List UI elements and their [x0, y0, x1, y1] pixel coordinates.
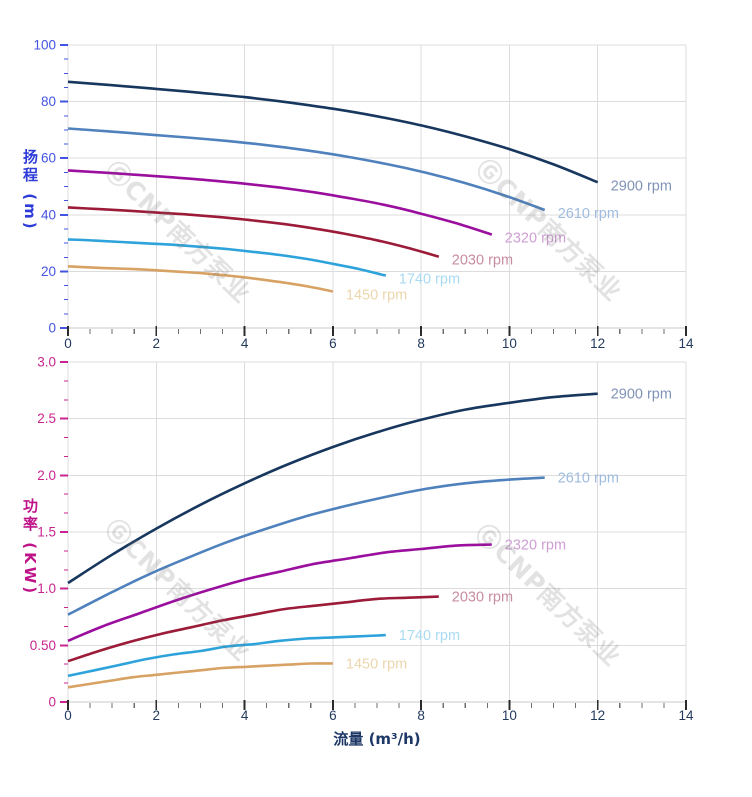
power-x-tick-label: 14: [678, 708, 694, 723]
power-y-axis-title: 功率 (KW): [21, 498, 39, 597]
head-x-tick-label: 10: [502, 336, 517, 351]
head-curve-1740-rpm: [67, 238, 387, 277]
power-x-tick-label: 8: [417, 708, 425, 723]
head-curve-label-2900-rpm: 2900 rpm: [611, 178, 672, 194]
power-curve-label-2610-rpm: 2610 rpm: [558, 471, 619, 487]
head-x-tick-label: 6: [329, 336, 337, 351]
head-y-tick-label: 60: [41, 151, 56, 166]
head-curve-label-2320-rpm: 2320 rpm: [505, 231, 566, 247]
head-y-tick-label: 20: [41, 264, 56, 279]
head-x-tick-label: 12: [590, 336, 605, 351]
head-y-axis-title: 扬程 (m): [21, 149, 39, 232]
head-curve-2900-rpm: [67, 80, 599, 184]
head-x-tick-label: 0: [64, 336, 72, 351]
power-curve-label-2030-rpm: 2030 rpm: [452, 590, 513, 606]
head-x-tick-label: 8: [417, 336, 425, 351]
power-curve-label-2900-rpm: 2900 rpm: [611, 387, 672, 403]
power-y-tick-label: 2.0: [37, 468, 56, 483]
head-y-tick-label: 80: [41, 94, 56, 109]
head-y-tick-label: 40: [41, 207, 56, 222]
power-curve-1740-rpm: [67, 633, 386, 678]
power-y-tick-label: 0: [48, 695, 56, 710]
head-curve-2030-rpm: [67, 206, 440, 258]
power-x-tick-label: 2: [153, 708, 161, 723]
flow-x-axis-title: 流量 (m³/h): [333, 730, 421, 748]
power-curve-2900-rpm: [67, 392, 598, 585]
power-curve-label-1450-rpm: 1450 rpm: [346, 657, 407, 673]
power-curve-2030-rpm: [67, 595, 439, 663]
power-y-tick-label: 2.5: [37, 411, 56, 426]
power-x-tick-label: 10: [502, 708, 517, 723]
power-y-tick-label: 1.5: [37, 525, 56, 540]
head-curve-2320-rpm: [67, 169, 493, 236]
head-curve-label-1450-rpm: 1450 rpm: [346, 288, 407, 304]
head-curve-label-2030-rpm: 2030 rpm: [452, 253, 513, 269]
power-x-tick-label: 12: [590, 708, 605, 723]
power-curve-2320-rpm: [67, 543, 492, 642]
head-x-tick-label: 4: [241, 336, 249, 351]
head-curve-1450-rpm: [67, 265, 334, 293]
power-y-tick-label: 3.0: [37, 355, 56, 370]
power-curve-2610-rpm: [67, 476, 545, 616]
head-curve-label-2610-rpm: 2610 rpm: [558, 206, 619, 222]
power-x-tick-label: 4: [241, 708, 249, 723]
power-y-tick-label: 1.0: [37, 581, 56, 596]
power-x-tick-label: 6: [329, 708, 337, 723]
head-curve-2610-rpm: [67, 127, 546, 212]
head-x-tick-label: 2: [153, 336, 161, 351]
power-curve-label-2320-rpm: 2320 rpm: [505, 538, 566, 554]
power-curve-1450-rpm: [67, 662, 333, 689]
power-y-tick-label: 0.50: [30, 638, 56, 653]
power-x-tick-label: 0: [64, 708, 72, 723]
head-y-tick-label: 100: [33, 38, 56, 53]
head-y-tick-label: 0: [48, 321, 56, 336]
power-curve-label-1740-rpm: 1740 rpm: [399, 628, 460, 644]
head-curve-label-1740-rpm: 1740 rpm: [399, 272, 460, 288]
head-x-tick-label: 14: [678, 336, 694, 351]
